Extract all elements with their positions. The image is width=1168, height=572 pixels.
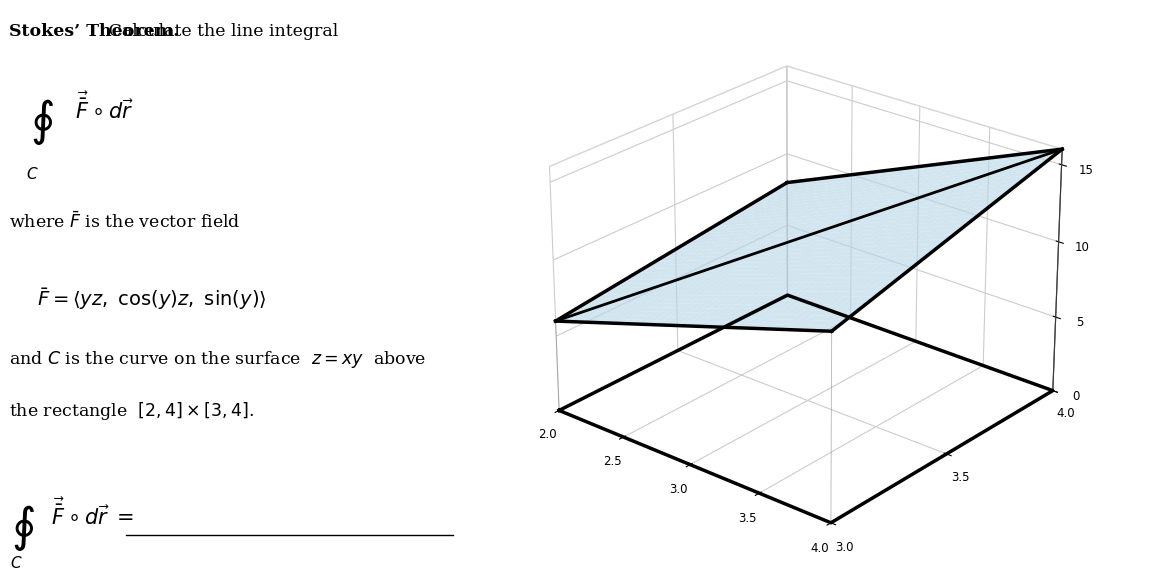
Text: $\vec{\bar{F}} \circ d\vec{r}$: $\vec{\bar{F}} \circ d\vec{r}$	[75, 92, 133, 122]
Text: and $C$ is the curve on the surface  $z = xy$  above: and $C$ is the curve on the surface $z =…	[9, 349, 426, 370]
Text: Stokes’ Theorem.: Stokes’ Theorem.	[9, 23, 180, 40]
Text: $\oint$: $\oint$	[12, 503, 35, 553]
Text: $C$: $C$	[27, 166, 39, 182]
Text: $\vec{\bar{F}} \circ d\vec{r}\ =$: $\vec{\bar{F}} \circ d\vec{r}\ =$	[51, 498, 134, 529]
Text: $\bar{F} = \langle yz,\ \mathrm{cos}(y)z,\ \mathrm{sin}(y) \rangle$: $\bar{F} = \langle yz,\ \mathrm{cos}(y)z…	[37, 286, 267, 312]
Text: the rectangle  $[2,4]\times[3,4]$.: the rectangle $[2,4]\times[3,4]$.	[9, 400, 255, 422]
Text: where $\bar{F}$ is the vector field: where $\bar{F}$ is the vector field	[9, 212, 241, 232]
Text: $\oint$: $\oint$	[30, 97, 54, 147]
Text: $C$: $C$	[11, 555, 22, 571]
Text: Calculate the line integral: Calculate the line integral	[103, 23, 338, 40]
